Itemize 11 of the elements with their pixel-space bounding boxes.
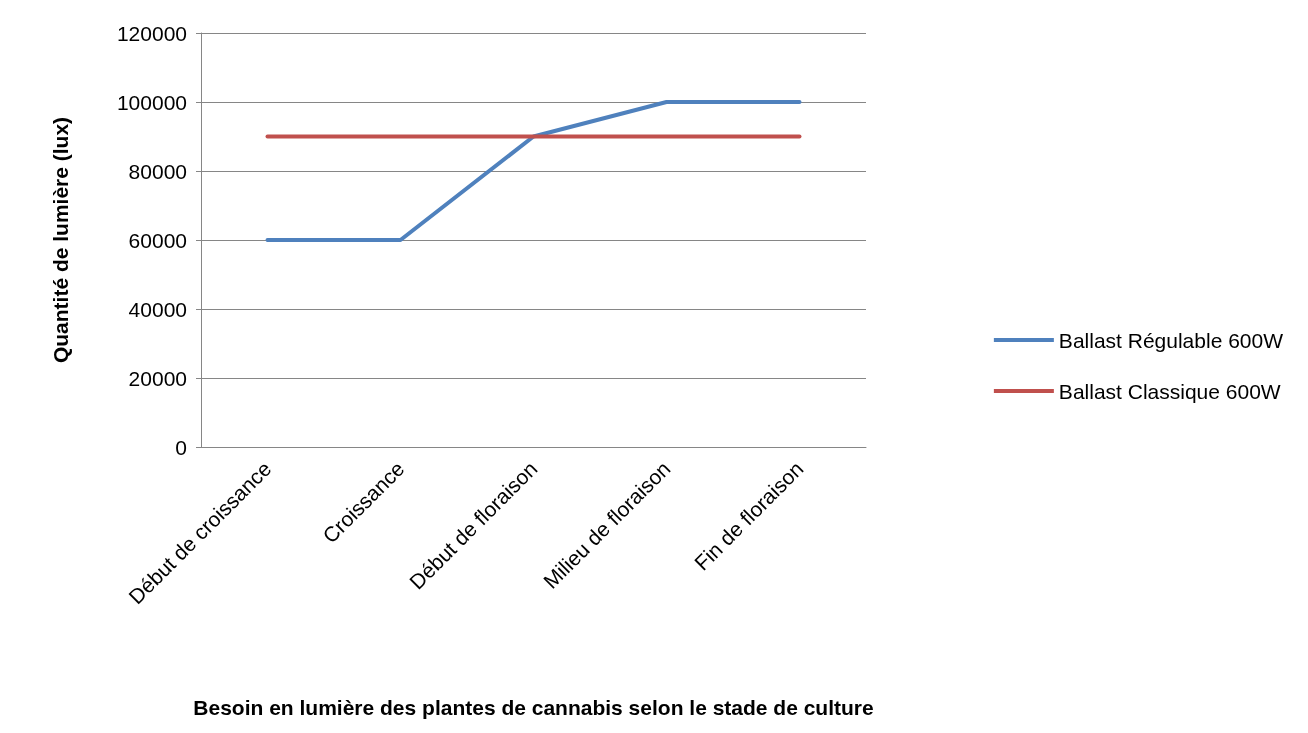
legend-label: Ballast Classique 600W: [1058, 379, 1281, 403]
y-tick-label: 0: [175, 435, 187, 459]
y-tick-label: 20000: [128, 366, 187, 390]
y-axis-title: Quantité de lumière (lux): [49, 116, 72, 364]
y-tick-label: 120000: [116, 21, 187, 45]
x-axis-title: Besoin en lumière des plantes de cannabis selon le stade de culture: [193, 696, 874, 719]
legend-label: Ballast Régulable 600W: [1058, 328, 1284, 352]
y-tick-label: 40000: [128, 297, 187, 321]
y-tick-label: 80000: [128, 159, 187, 183]
y-tick-label: 60000: [128, 228, 187, 252]
y-tick-label: 100000: [116, 90, 187, 114]
